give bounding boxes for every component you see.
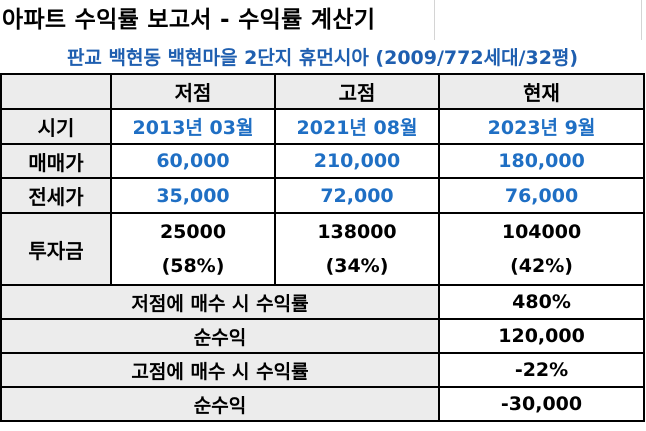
investment-low[interactable]: 25000 (58%) bbox=[110, 212, 276, 286]
summary-value-net-profit-low[interactable]: 120,000 bbox=[437, 318, 646, 354]
summary-label-net-profit-high[interactable]: 순수익 bbox=[0, 386, 440, 422]
sale-price-low[interactable]: 60,000 bbox=[110, 143, 276, 179]
summary-label-low-buy-return[interactable]: 저점에 매수 시 수익률 bbox=[0, 284, 440, 320]
jeonse-price-low[interactable]: 35,000 bbox=[110, 177, 276, 214]
investment-ratio: (34%) bbox=[325, 255, 389, 277]
summary-value-high-buy-return[interactable]: -22% bbox=[437, 352, 646, 388]
period-high[interactable]: 2021년 08월 bbox=[274, 108, 440, 145]
jeonse-price-high[interactable]: 72,000 bbox=[274, 177, 440, 214]
investment-current[interactable]: 104000 (42%) bbox=[437, 212, 646, 286]
grid-line bbox=[641, 0, 642, 40]
summary-label-high-buy-return[interactable]: 고점에 매수 시 수익률 bbox=[0, 352, 440, 388]
investment-amount: 25000 bbox=[159, 221, 227, 243]
sale-price-current[interactable]: 180,000 bbox=[437, 143, 646, 179]
period-current[interactable]: 2023년 9월 bbox=[437, 108, 646, 145]
summary-value-low-buy-return[interactable]: 480% bbox=[437, 284, 646, 320]
grid-line bbox=[434, 0, 435, 40]
sheet-title[interactable]: 아파트 수익률 보고서 - 수익률 계산기 bbox=[2, 7, 376, 33]
row-label-investment[interactable]: 투자금 bbox=[0, 212, 112, 286]
period-low[interactable]: 2013년 03월 bbox=[110, 108, 276, 145]
row-label-jeonse-price[interactable]: 전세가 bbox=[0, 177, 112, 214]
investment-amount: 138000 bbox=[317, 221, 397, 243]
sale-price-high[interactable]: 210,000 bbox=[274, 143, 440, 179]
investment-high[interactable]: 138000 (34%) bbox=[274, 212, 440, 286]
investment-ratio: (42%) bbox=[510, 255, 573, 277]
investment-ratio: (58%) bbox=[161, 255, 225, 277]
header-current[interactable]: 현재 bbox=[437, 73, 646, 110]
investment-amount: 104000 bbox=[501, 221, 582, 243]
summary-label-net-profit-low[interactable]: 순수익 bbox=[0, 318, 440, 354]
apartment-subtitle[interactable]: 판교 백현동 백현마을 2단지 휴먼시아 (2009/772세대/32평) bbox=[1, 40, 645, 74]
header-empty-cell[interactable] bbox=[0, 73, 112, 110]
jeonse-price-current[interactable]: 76,000 bbox=[437, 177, 646, 214]
row-label-period[interactable]: 시기 bbox=[0, 108, 112, 145]
summary-value-net-profit-high[interactable]: -30,000 bbox=[437, 386, 646, 422]
row-label-sale-price[interactable]: 매매가 bbox=[0, 143, 112, 179]
header-low[interactable]: 저점 bbox=[110, 73, 276, 110]
header-high[interactable]: 고점 bbox=[274, 73, 440, 110]
profit-calculator-table: 판교 백현동 백현마을 2단지 휴먼시아 (2009/772세대/32평) 저점… bbox=[0, 40, 646, 422]
